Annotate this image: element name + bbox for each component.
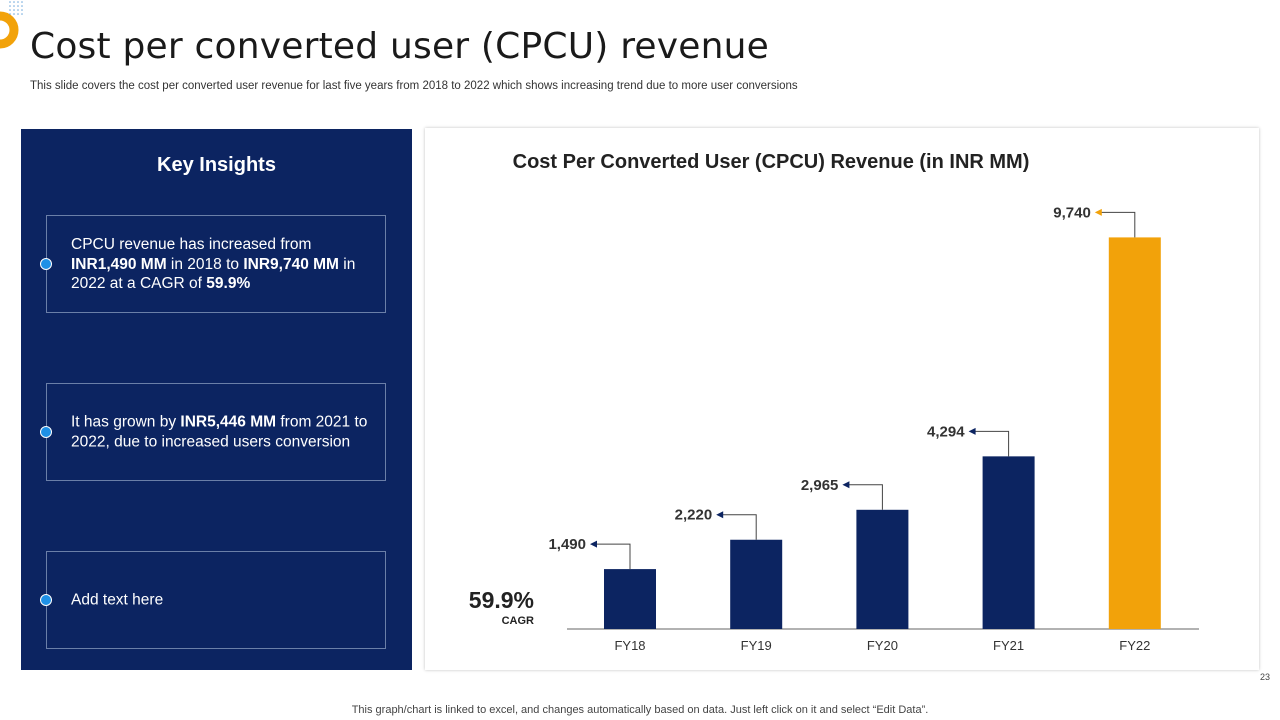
- leader-line: [596, 543, 631, 570]
- leader-line: [974, 430, 1010, 457]
- bullet-dot-icon: [40, 258, 52, 270]
- page-number: 23: [1259, 672, 1270, 682]
- key-insights-panel: [21, 129, 412, 670]
- highlight-value: INR9,740 MM: [243, 255, 339, 273]
- arrow-head-icon: [716, 511, 724, 519]
- insight-box-3[interactable]: Add text here: [40, 551, 386, 649]
- bullet-dot-icon: [40, 426, 52, 438]
- insight-segment: from 2021 to 2022, due to increased user…: [71, 413, 368, 451]
- x-tick-label: FY18: [614, 638, 645, 653]
- bar-fy18: [604, 569, 656, 629]
- bar-fy21: [982, 456, 1035, 629]
- bar-fy22: [1108, 237, 1161, 629]
- data-label: 1,490: [548, 536, 586, 553]
- insight-segment: CPCU revenue has increased from: [71, 235, 312, 253]
- key-insights-heading: Key Insights: [157, 154, 276, 176]
- data-label: 2,965: [801, 477, 839, 494]
- leader-line: [848, 484, 883, 510]
- arrow-head-icon: [1094, 208, 1102, 216]
- insight-box-2[interactable]: It has grown by INR5,446 MM from 2021 to…: [40, 383, 386, 481]
- insight-segment: in 2018 to: [166, 255, 244, 273]
- arrow-head-icon: [590, 540, 597, 548]
- cagr-value: 59.9%: [469, 587, 534, 613]
- bar-fy19: [730, 539, 783, 629]
- data-label: 4,294: [927, 423, 965, 440]
- highlight-value: INR5,446 MM: [180, 413, 277, 431]
- leader-line: [1100, 211, 1136, 238]
- insight-box-1[interactable]: CPCU revenue has increased from INR1,490…: [40, 215, 386, 313]
- insight-text-1: CPCU revenue has increased from INR1,490…: [71, 235, 373, 294]
- data-label: 9,740: [1053, 204, 1091, 221]
- insight-text-2: It has grown by INR5,446 MM from 2021 to…: [71, 413, 373, 452]
- highlight-value: 59.9%: [206, 274, 251, 292]
- logo-ring-icon: [0, 11, 19, 49]
- x-tick-label: FY19: [741, 638, 772, 653]
- dot-pattern-icon: [9, 1, 23, 15]
- x-tick-label: FY21: [993, 638, 1024, 653]
- insight-text-3: Add text here: [71, 590, 373, 610]
- data-label: 2,220: [675, 507, 713, 524]
- page-subtitle: This slide covers the cost per converted…: [30, 80, 798, 92]
- x-tick-label: FY20: [867, 638, 898, 653]
- cpcu-revenue-bar-chart[interactable]: Cost Per Converted User (CPCU) Revenue (…: [425, 128, 1259, 670]
- x-tick-label: FY22: [1119, 638, 1150, 653]
- footer-note: This graph/chart is linked to excel, and…: [351, 704, 929, 716]
- insight-segment: Add text here: [71, 591, 164, 609]
- cagr-label: CAGR: [502, 615, 534, 627]
- bar-fy20: [856, 509, 909, 629]
- chart-title: Cost Per Converted User (CPCU) Revenue (…: [513, 151, 1030, 173]
- arrow-head-icon: [842, 481, 850, 489]
- page-title: Cost per converted user (CPCU) revenue: [30, 26, 769, 67]
- insight-segment: It has grown by: [71, 413, 181, 431]
- highlight-value: INR1,490 MM: [71, 255, 167, 273]
- insight-segment: in 2022 at a CAGR of: [71, 255, 356, 292]
- arrow-head-icon: [968, 427, 976, 435]
- leader-line: [722, 514, 757, 540]
- bullet-dot-icon: [40, 594, 52, 606]
- chart-panel[interactable]: Cost Per Converted User (CPCU) Revenue (…: [425, 128, 1259, 670]
